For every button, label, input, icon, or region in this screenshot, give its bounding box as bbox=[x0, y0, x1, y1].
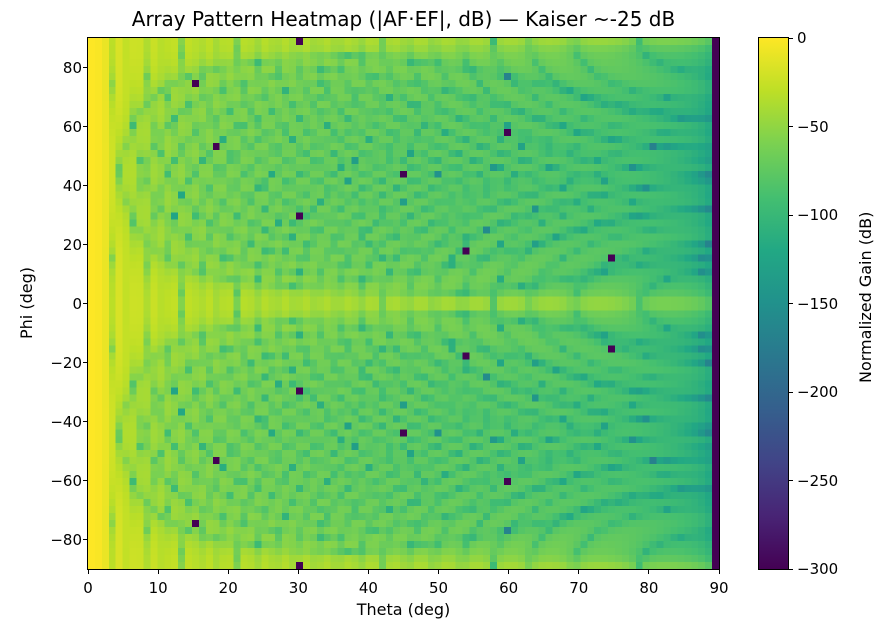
colorbar-gradient bbox=[759, 38, 788, 569]
y-tick-label: 20 bbox=[62, 235, 82, 254]
x-tick-mark bbox=[227, 570, 229, 574]
colorbar bbox=[758, 37, 789, 570]
y-tick-mark bbox=[83, 126, 87, 127]
y-tick-label: −80 bbox=[50, 530, 82, 549]
colorbar-tick-label: −100 bbox=[797, 206, 839, 224]
y-tick-mark bbox=[83, 67, 87, 68]
colorbar-tick-mark bbox=[789, 214, 793, 216]
y-tick-mark bbox=[83, 303, 87, 304]
y-tick-label: 80 bbox=[62, 58, 82, 77]
colorbar-tick-label: −150 bbox=[797, 294, 839, 313]
colorbar-tick-mark bbox=[789, 568, 793, 570]
y-tick-mark bbox=[83, 480, 87, 481]
y-tick-mark bbox=[83, 421, 87, 422]
x-axis-label: Theta (deg) bbox=[356, 600, 451, 619]
colorbar-tick-mark bbox=[789, 37, 793, 39]
x-tick-label: 0 bbox=[83, 579, 93, 597]
x-tick-mark bbox=[648, 570, 650, 574]
y-axis-label: Phi (deg) bbox=[17, 267, 36, 339]
colorbar-tick-mark bbox=[789, 391, 793, 393]
y-tick-mark bbox=[83, 244, 87, 245]
x-tick-label: 90 bbox=[709, 579, 729, 597]
y-tick-label: 0 bbox=[72, 294, 82, 313]
y-tick-label: 40 bbox=[62, 176, 82, 195]
x-tick-label: 10 bbox=[148, 579, 168, 597]
colorbar-tick-label: −50 bbox=[797, 117, 829, 136]
x-tick-mark bbox=[718, 570, 720, 574]
colorbar-tick-label: −200 bbox=[797, 383, 839, 401]
x-tick-mark bbox=[297, 570, 299, 574]
x-tick-mark bbox=[438, 570, 440, 574]
chart-title: Array Pattern Heatmap (|AF·EF|, dB) — Ka… bbox=[131, 7, 676, 31]
y-tick-mark bbox=[83, 539, 87, 540]
colorbar-tick-label: 0 bbox=[797, 29, 807, 47]
x-tick-mark bbox=[157, 570, 159, 574]
x-tick-label: 20 bbox=[218, 579, 238, 597]
y-tick-label: 60 bbox=[62, 117, 82, 136]
y-tick-label: −40 bbox=[50, 412, 82, 431]
colorbar-tick-label: −250 bbox=[797, 471, 839, 490]
colorbar-tick-mark bbox=[789, 126, 793, 127]
y-tick-mark bbox=[83, 362, 87, 363]
x-tick-label: 70 bbox=[569, 579, 589, 597]
x-tick-mark bbox=[87, 570, 89, 574]
x-tick-label: 60 bbox=[499, 579, 519, 597]
x-tick-label: 30 bbox=[288, 579, 308, 597]
colorbar-tick-mark bbox=[789, 303, 793, 304]
x-tick-mark bbox=[367, 570, 369, 574]
x-tick-label: 80 bbox=[639, 579, 659, 597]
x-tick-label: 50 bbox=[429, 579, 449, 597]
x-tick-label: 40 bbox=[358, 579, 378, 597]
colorbar-label: Normalized Gain (dB) bbox=[856, 211, 875, 383]
y-tick-label: −20 bbox=[50, 353, 82, 372]
heatmap-canvas bbox=[88, 38, 719, 569]
x-tick-mark bbox=[508, 570, 510, 574]
colorbar-tick-mark bbox=[789, 480, 793, 481]
plot-area bbox=[87, 37, 720, 570]
y-tick-mark bbox=[83, 185, 87, 186]
colorbar-tick-label: −300 bbox=[797, 560, 839, 578]
y-tick-label: −60 bbox=[50, 471, 82, 490]
x-tick-mark bbox=[578, 570, 580, 574]
